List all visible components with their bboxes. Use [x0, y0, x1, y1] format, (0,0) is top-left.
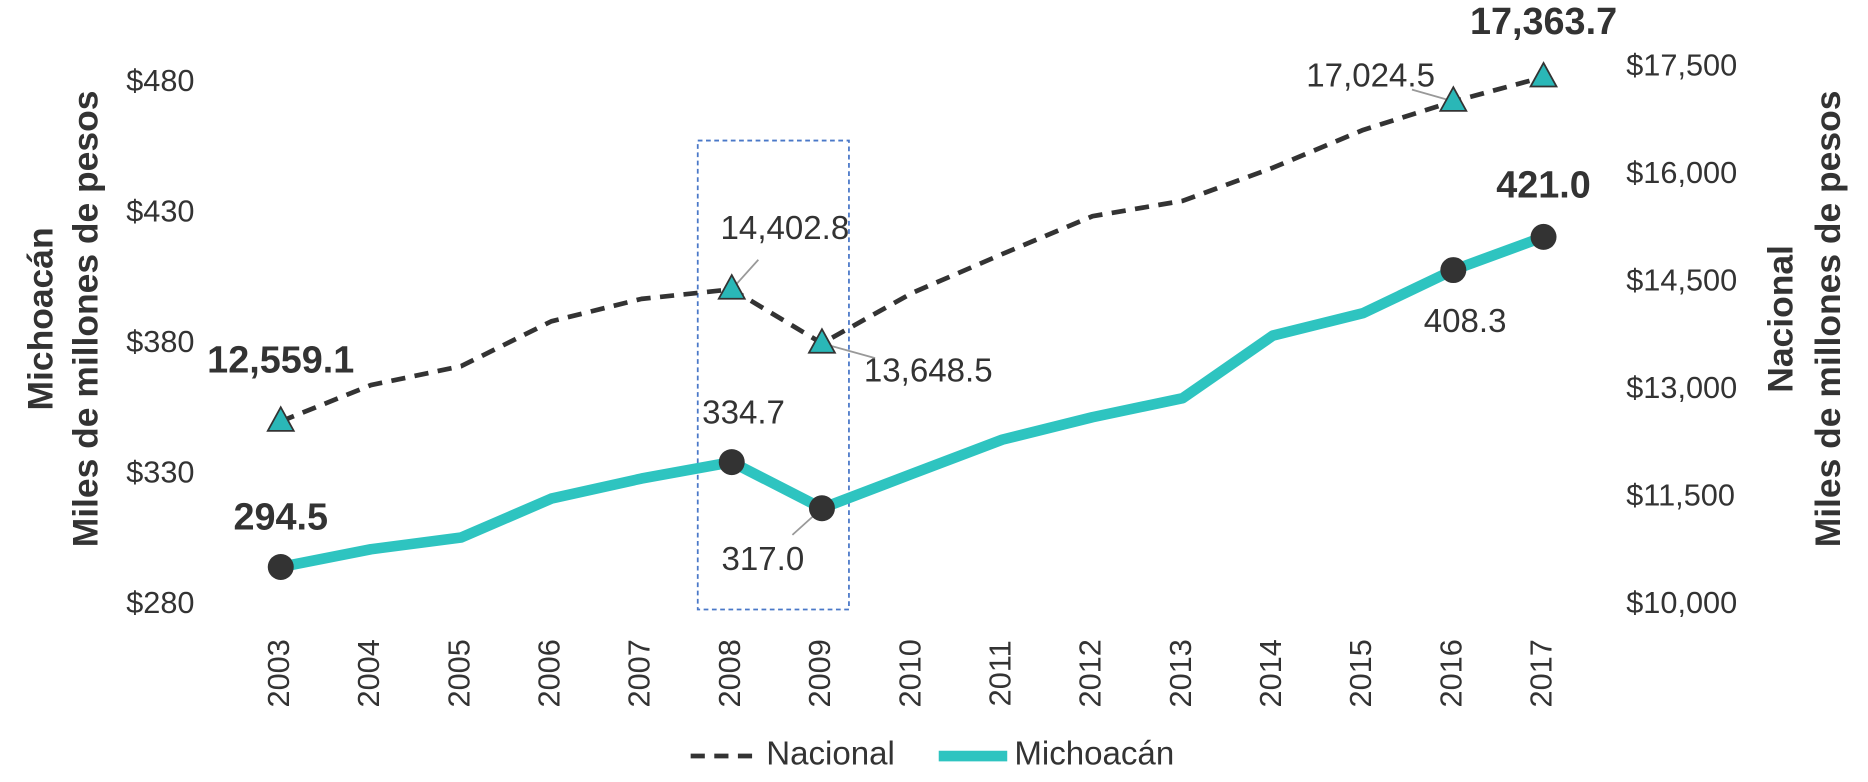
data-label: 421.0 [1496, 164, 1591, 206]
y2-tick-label: $17,500 [1626, 47, 1737, 82]
marker [718, 449, 745, 476]
y2-axis-label: Nacional [1761, 245, 1801, 393]
data-label: 13,648.5 [864, 353, 993, 390]
y-axis-label: Michoacán [21, 227, 61, 410]
y2-tick-label: $11,500 [1626, 477, 1735, 512]
series-line [279, 231, 1546, 573]
legend-label: Nacional [766, 736, 895, 773]
marker [807, 327, 837, 354]
y-tick-label: $330 [126, 454, 194, 489]
data-label: 17,024.5 [1306, 58, 1435, 95]
x-tick-label: 2015 [1343, 639, 1378, 707]
marker [266, 405, 296, 432]
x-tick-label: 2014 [1253, 639, 1288, 707]
x-tick-label: 2004 [351, 639, 386, 707]
y2-tick-label: $10,000 [1626, 585, 1737, 620]
x-tick-label: 2013 [1163, 639, 1198, 707]
x-tick-label: 2009 [802, 639, 837, 707]
x-tick-label: 2017 [1524, 639, 1559, 707]
x-tick-label: 2011 [982, 640, 1017, 706]
x-tick-label: 2003 [261, 639, 296, 707]
data-label: 334.7 [702, 395, 785, 432]
y-tick-label: $480 [126, 63, 194, 98]
legend-label: Michoacán [1014, 736, 1174, 773]
data-label: 12,559.1 [207, 339, 354, 381]
marker [267, 553, 294, 580]
x-tick-label: 2007 [622, 639, 657, 707]
y-tick-label: $430 [126, 194, 194, 229]
data-label: 408.3 [1424, 303, 1507, 340]
data-label: 17,363.7 [1470, 1, 1617, 43]
data-label: 294.5 [233, 497, 328, 539]
marker [717, 273, 747, 300]
series-line [279, 74, 1545, 424]
marker [1529, 61, 1559, 88]
y2-tick-label: $13,000 [1626, 370, 1737, 405]
x-tick-label: 2016 [1433, 639, 1468, 707]
data-label: 317.0 [722, 541, 805, 578]
x-tick-label: 2010 [892, 639, 927, 707]
data-label: 14,402.8 [721, 210, 850, 247]
y-tick-label: $380 [126, 324, 194, 359]
marker [1440, 257, 1467, 284]
y-axis-label: Miles de millones de pesos [66, 91, 106, 548]
marker [808, 495, 835, 522]
y2-tick-label: $14,500 [1626, 262, 1737, 297]
x-tick-label: 2012 [1073, 639, 1108, 707]
y2-axis-label: Miles de millones de pesos [1808, 91, 1848, 548]
y2-tick-label: $16,000 [1626, 155, 1737, 190]
marker [1530, 223, 1557, 250]
x-tick-label: 2005 [441, 639, 476, 707]
x-tick-label: 2008 [712, 639, 747, 707]
highlight-box [696, 139, 850, 611]
y-tick-label: $280 [126, 585, 194, 620]
marker [1438, 85, 1468, 112]
x-tick-label: 2006 [531, 639, 566, 707]
